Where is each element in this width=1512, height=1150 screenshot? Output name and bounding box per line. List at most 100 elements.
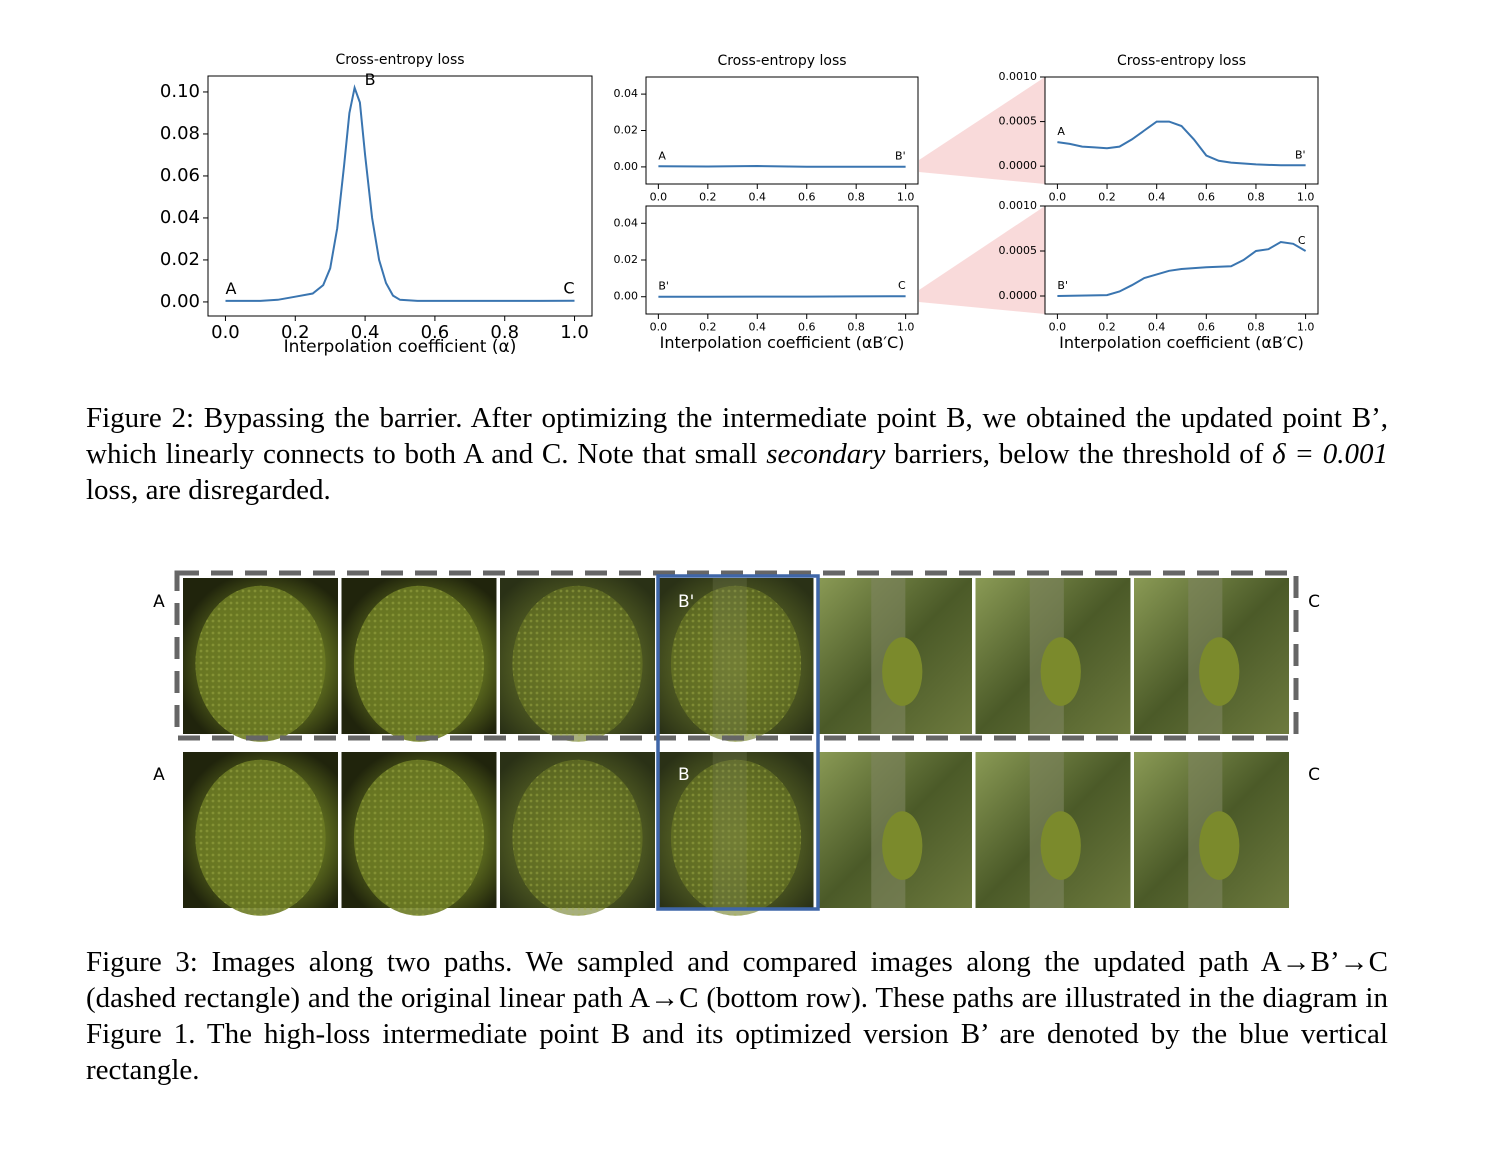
x-tick-label: 0.2 <box>1098 321 1116 334</box>
photo-fruit <box>1040 637 1081 706</box>
y-tick-label: 0.0005 <box>999 244 1038 257</box>
zoom-wedge <box>919 206 1045 314</box>
x-tick-label: 0.6 <box>1198 191 1216 204</box>
y-tick-label: 0.02 <box>614 253 639 266</box>
plot-frame <box>1044 205 1319 315</box>
x-tick-label: 0.0 <box>650 321 668 334</box>
x-tick-label: 0.8 <box>490 322 519 343</box>
point-annotation: B <box>365 70 376 89</box>
zoom-wedge <box>919 77 1045 184</box>
y-tick-label: 0.08 <box>160 123 200 144</box>
x-tick-label: 0.2 <box>699 191 717 204</box>
chart-title: Cross-entropy loss <box>335 52 464 68</box>
photo-fruit <box>1199 637 1240 706</box>
row-mid-label: B <box>678 765 690 785</box>
loss-curve <box>658 164 906 168</box>
y-tick-label: 0.0010 <box>999 70 1038 83</box>
y-tick-label: 0.0010 <box>999 199 1038 212</box>
point-annotation: C <box>563 279 574 298</box>
caption-math: δ = 0.001 <box>1272 438 1388 470</box>
x-tick-label: 0.0 <box>1049 321 1067 334</box>
photo-trunk <box>712 578 747 734</box>
y-tick-label: 0.04 <box>614 216 639 229</box>
x-tick-label: 0.6 <box>1198 321 1216 334</box>
x-tick-label: 0.4 <box>749 191 767 204</box>
point-annotation: B' <box>895 150 906 163</box>
photo-fruit <box>882 811 923 880</box>
dashed-path-box <box>174 570 1299 741</box>
row-mid-label: B' <box>678 592 694 612</box>
x-tick-label: 0.8 <box>1247 321 1265 334</box>
x-tick-label: 0.6 <box>798 321 816 334</box>
row-end-label: C <box>1308 592 1320 612</box>
photo-texture <box>670 759 802 916</box>
x-axis-label: Interpolation coefficient (α) <box>284 337 517 357</box>
point-annotation: B' <box>658 280 669 293</box>
caption-text: Figure 2: Bypassing the barrier. After o… <box>86 402 1388 470</box>
point-annotation: A <box>658 149 666 162</box>
caption-italic: secondary <box>766 438 886 470</box>
loss-curve <box>1057 120 1306 167</box>
x-tick-label: 0.8 <box>847 321 865 334</box>
photo-fruit <box>1199 811 1240 880</box>
x-tick-label: 0.2 <box>699 321 717 334</box>
x-tick-label: 0.6 <box>421 322 450 343</box>
loss-curve <box>1057 240 1307 297</box>
photo-fruit <box>882 637 923 706</box>
x-tick-label: 1.0 <box>1297 191 1315 204</box>
x-tick-label: 0.6 <box>798 191 816 204</box>
loss-curve <box>658 295 906 298</box>
blue-highlight-box <box>656 574 820 911</box>
photo-texture <box>670 585 802 742</box>
caption-text: loss, are disregarded. <box>86 474 331 506</box>
y-tick-label: 0.04 <box>614 87 639 100</box>
y-tick-label: 0.00 <box>614 160 639 173</box>
point-annotation: B' <box>1057 279 1068 292</box>
y-tick-label: 0.02 <box>614 124 639 137</box>
photo-texture <box>353 585 485 742</box>
y-tick-label: 0.04 <box>160 207 200 228</box>
x-tick-label: 0.4 <box>1148 191 1166 204</box>
x-tick-label: 1.0 <box>560 322 589 343</box>
y-tick-label: 0.06 <box>160 165 200 186</box>
photo-texture <box>512 759 643 916</box>
photo-texture <box>195 759 326 916</box>
y-tick-label: 0.00 <box>614 290 639 303</box>
x-tick-label: 0.2 <box>281 322 310 343</box>
y-tick-label: 0.10 <box>160 81 200 102</box>
x-tick-label: 0.0 <box>650 191 668 204</box>
photo-grid <box>183 578 1289 916</box>
row-start-label: A <box>153 765 165 785</box>
x-tick-label: 0.0 <box>211 322 240 343</box>
row-end-label: C <box>1308 765 1320 785</box>
y-tick-label: 0.0000 <box>999 159 1038 172</box>
point-annotation: C <box>898 279 906 292</box>
x-tick-label: 1.0 <box>897 191 915 204</box>
x-tick-label: 0.2 <box>1098 191 1116 204</box>
figure-caption: Figure 3: Images along two paths. We sam… <box>86 944 1388 1088</box>
caption-text: Figure 3: Images along two paths. We sam… <box>86 946 1388 1086</box>
plot-frame <box>1044 76 1319 185</box>
row-start-label: A <box>153 592 165 612</box>
point-annotation: A <box>225 279 236 298</box>
y-tick-label: 0.00 <box>160 291 200 312</box>
x-tick-label: 0.8 <box>1247 191 1265 204</box>
caption-text: barriers, below the threshold of <box>885 438 1273 470</box>
point-annotation: A <box>1057 125 1065 138</box>
x-tick-label: 1.0 <box>897 321 915 334</box>
figure-caption: Figure 2: Bypassing the barrier. After o… <box>86 400 1388 508</box>
y-tick-label: 0.0000 <box>999 289 1038 302</box>
x-axis-label: Interpolation coefficient (αB′C) <box>1059 333 1304 352</box>
plot-frame <box>645 76 919 185</box>
loss-curve <box>225 84 575 302</box>
y-tick-label: 0.02 <box>160 249 200 270</box>
x-axis-label: Interpolation coefficient (αB′C) <box>660 333 905 352</box>
x-tick-label: 0.8 <box>847 191 865 204</box>
photo-texture <box>353 759 485 916</box>
x-tick-label: 1.0 <box>1297 321 1315 334</box>
photo-texture <box>195 585 326 742</box>
photo-trunk <box>712 752 747 908</box>
photo-texture <box>512 585 643 742</box>
plot-frame <box>207 75 593 317</box>
